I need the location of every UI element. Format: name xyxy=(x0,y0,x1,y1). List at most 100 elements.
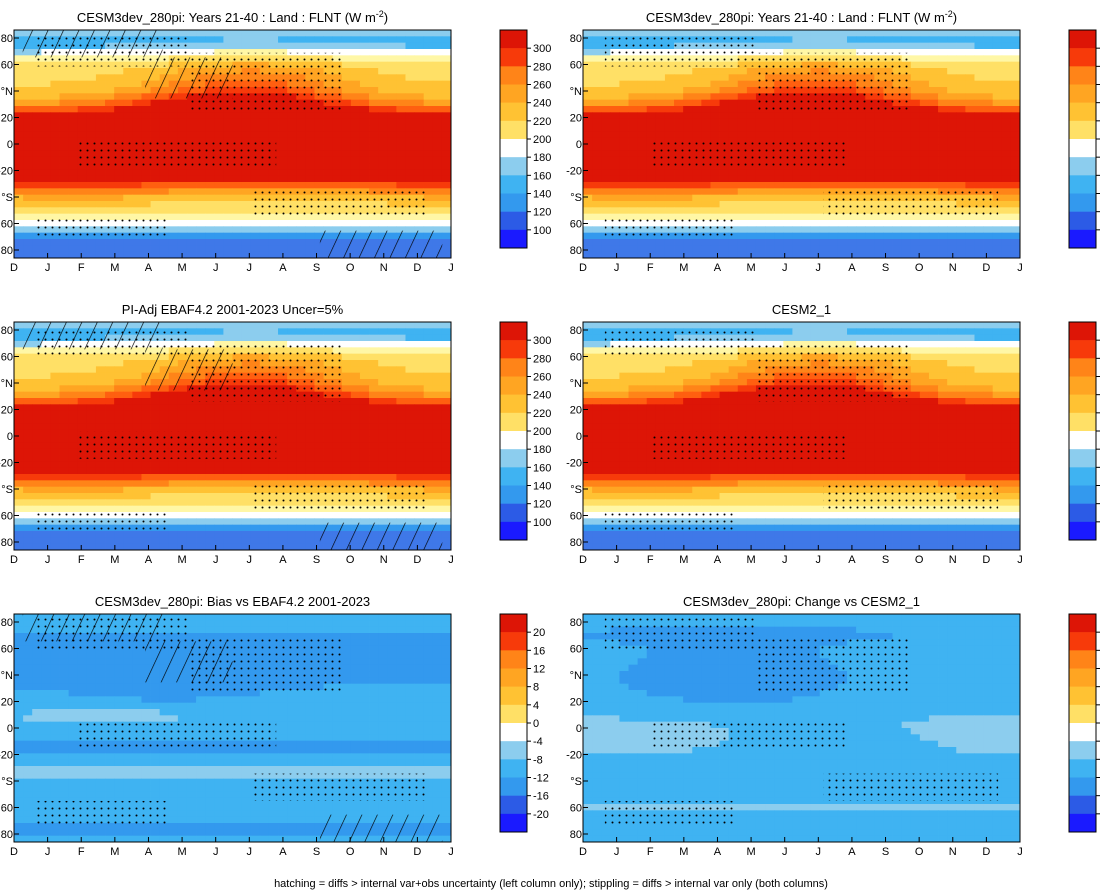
heatmap-cell xyxy=(592,42,602,50)
heatmap-cell xyxy=(123,467,133,475)
heatmap-cell xyxy=(928,61,939,69)
heatmap-cell xyxy=(287,137,297,145)
heatmap-cell xyxy=(123,131,133,139)
heatmap-cell xyxy=(95,423,106,431)
heatmap-cell xyxy=(432,334,443,342)
heatmap-cell xyxy=(765,226,775,234)
heatmap-cell xyxy=(296,251,306,259)
heatmap-cell xyxy=(414,137,425,145)
heatmap-cell xyxy=(414,379,425,386)
heatmap-cell xyxy=(168,251,179,259)
heatmap-cell xyxy=(250,328,261,336)
heatmap-cell xyxy=(41,131,51,139)
heatmap-cell xyxy=(41,436,51,443)
heatmap-cell xyxy=(865,226,875,234)
heatmap-cell xyxy=(765,201,775,208)
heatmap-cell xyxy=(646,175,657,183)
heatmap-cell xyxy=(610,137,620,145)
heatmap-cell xyxy=(105,391,115,399)
heatmap-cell xyxy=(423,334,434,342)
heatmap-cell xyxy=(828,182,839,189)
heatmap-cell xyxy=(359,391,370,399)
heatmap-cell xyxy=(765,213,775,221)
heatmap-cell xyxy=(332,125,343,132)
heatmap-cell xyxy=(296,417,306,424)
heatmap-cell xyxy=(387,112,397,120)
heatmap-cell xyxy=(610,163,620,170)
heatmap-cell xyxy=(177,322,188,329)
heatmap-cell xyxy=(305,417,315,424)
heatmap-cell xyxy=(910,42,921,50)
heatmap-cell xyxy=(664,112,675,120)
heatmap-cell xyxy=(314,429,324,437)
heatmap-cell xyxy=(441,156,452,164)
heatmap-cell xyxy=(755,188,766,196)
heatmap-cell xyxy=(359,74,370,82)
heatmap-cell xyxy=(86,404,97,412)
heatmap-cell xyxy=(250,118,261,126)
heatmap-cell xyxy=(928,118,939,126)
heatmap-cell xyxy=(123,385,133,393)
heatmap-cell xyxy=(710,251,720,259)
heatmap-cell xyxy=(105,125,115,132)
heatmap-cell xyxy=(232,118,242,126)
heatmap-cell xyxy=(323,474,334,481)
heatmap-cell xyxy=(250,131,261,139)
heatmap-cell xyxy=(223,49,233,56)
heatmap-cell xyxy=(387,474,397,481)
heatmap-cell xyxy=(114,194,124,202)
heatmap-cell xyxy=(423,436,434,443)
heatmap-cell xyxy=(783,49,793,56)
heatmap-cell xyxy=(86,245,97,253)
heatmap-cell xyxy=(268,328,279,336)
heatmap-cell xyxy=(314,404,324,412)
heatmap-cell xyxy=(168,201,179,208)
heatmap-cell xyxy=(728,169,739,177)
heatmap-cell xyxy=(123,379,133,386)
heatmap-cell xyxy=(177,486,188,494)
heatmap-cell xyxy=(105,486,115,494)
heatmap-cell xyxy=(41,366,51,374)
heatmap-cell xyxy=(746,226,757,234)
heatmap-cell xyxy=(965,49,975,56)
heatmap-cell xyxy=(186,461,197,469)
heatmap-cell xyxy=(32,131,42,139)
heatmap-cell xyxy=(592,68,602,75)
heatmap-cell xyxy=(350,379,361,386)
heatmap-cell xyxy=(801,194,811,202)
heatmap-cell xyxy=(23,467,33,475)
heatmap-cell xyxy=(601,80,611,88)
heatmap-cell xyxy=(369,137,379,145)
heatmap-cell xyxy=(405,226,415,234)
heatmap-cell xyxy=(23,232,33,240)
heatmap-cell xyxy=(296,448,306,456)
heatmap-cell xyxy=(664,188,675,196)
heatmap-cell xyxy=(314,226,324,234)
heatmap-cell xyxy=(205,232,215,240)
heatmap-cell xyxy=(68,99,79,107)
heatmap-cell xyxy=(59,175,70,183)
chart-title-suffix: ) xyxy=(384,10,388,25)
heatmap-cell xyxy=(755,182,766,189)
heatmap-cell xyxy=(196,207,206,215)
heatmap-cell xyxy=(278,131,288,139)
heatmap-cell xyxy=(177,188,188,196)
heatmap-cell xyxy=(14,144,24,151)
heatmap-cell xyxy=(637,93,648,101)
y-tick-label: 60 xyxy=(570,60,582,72)
heatmap-cell xyxy=(205,213,215,221)
heatmap-cell xyxy=(728,245,739,253)
heatmap-cell xyxy=(1010,49,1021,56)
heatmap-cell xyxy=(801,42,811,50)
heatmap-cell xyxy=(405,30,415,37)
heatmap-cell xyxy=(423,220,434,227)
heatmap-cell xyxy=(956,36,966,44)
heatmap-cell xyxy=(314,461,324,469)
heatmap-cell xyxy=(387,169,397,177)
heatmap-cell xyxy=(956,144,966,151)
heatmap-cell xyxy=(387,372,397,380)
heatmap-cell xyxy=(241,474,252,481)
heatmap-cell xyxy=(369,169,379,177)
heatmap-cell xyxy=(86,125,97,132)
heatmap-cell xyxy=(23,398,33,405)
